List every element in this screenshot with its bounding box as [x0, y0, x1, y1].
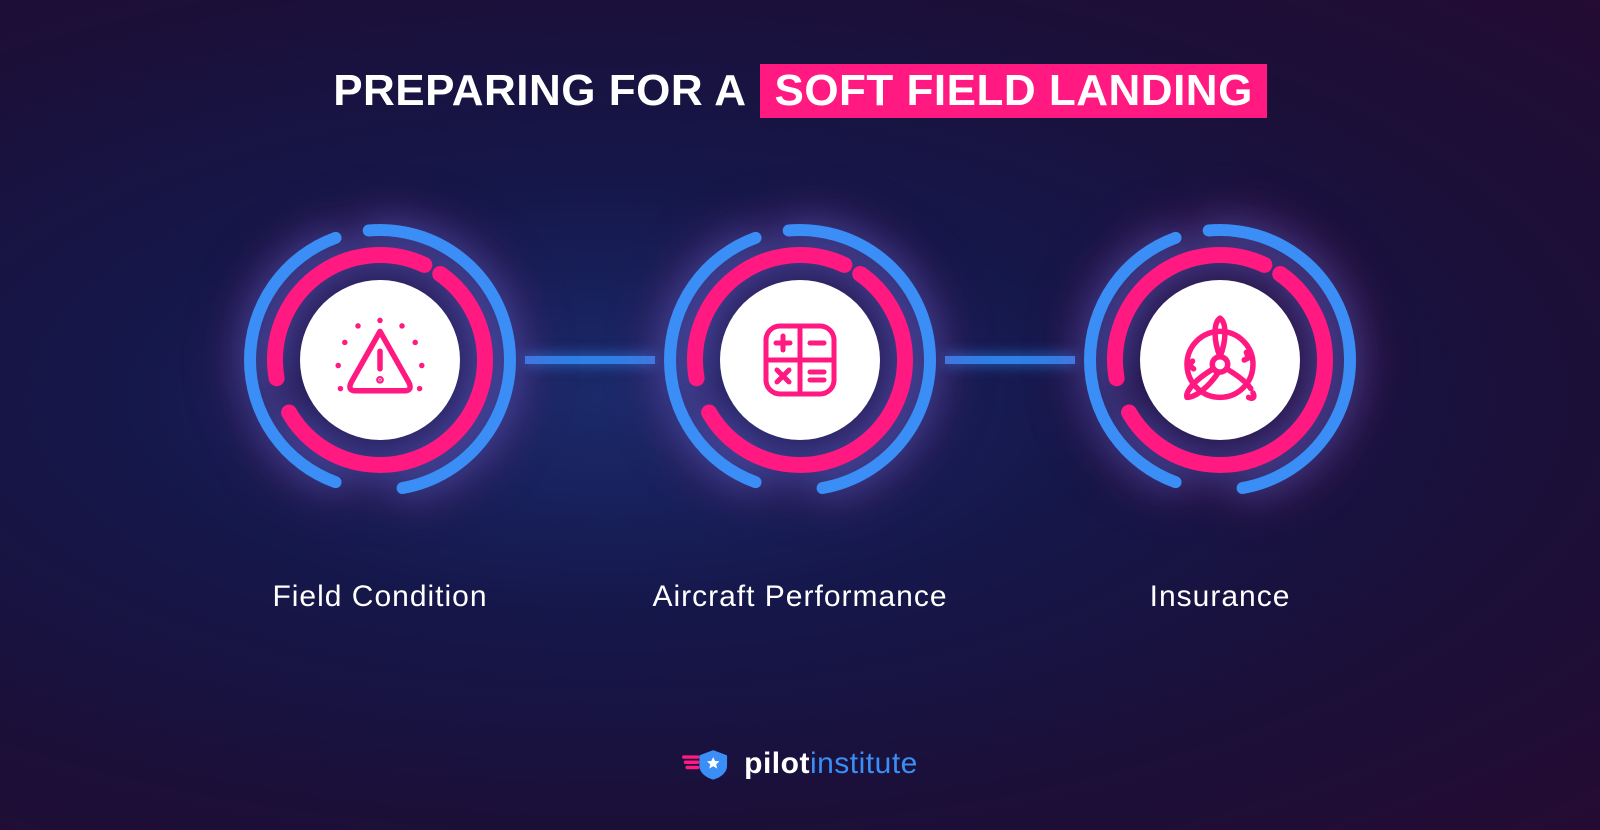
connector: [525, 356, 655, 364]
icon-disc: [720, 280, 880, 440]
logo-text: pilotinstitute: [744, 747, 918, 781]
title-plain: PREPARING FOR A: [333, 66, 746, 116]
warning-icon: [325, 305, 435, 415]
medallion-field-condition: [235, 215, 525, 505]
brand-logo: pilotinstitute: [0, 746, 1600, 782]
label-insurance: Insurance: [1010, 580, 1430, 614]
label-field-condition: Field Condition: [170, 580, 590, 614]
medallion-row: [0, 215, 1600, 505]
label-aircraft-performance: Aircraft Performance: [590, 580, 1010, 614]
logo-word-pilot: pilot: [744, 747, 810, 780]
calculator-icon: [750, 310, 850, 410]
title-highlight: SOFT FIELD LANDING: [760, 64, 1266, 118]
connector: [945, 356, 1075, 364]
medallion-insurance: [1075, 215, 1365, 505]
labels-row: Field Condition Aircraft Performance Ins…: [0, 580, 1600, 614]
medallion-aircraft-performance: [655, 215, 945, 505]
logo-shield-icon: [682, 746, 734, 782]
page-title: PREPARING FOR A SOFT FIELD LANDING: [0, 64, 1600, 118]
logo-word-institute: institute: [810, 747, 918, 780]
propeller-icon: [1165, 305, 1275, 415]
icon-disc: [1140, 280, 1300, 440]
icon-disc: [300, 280, 460, 440]
